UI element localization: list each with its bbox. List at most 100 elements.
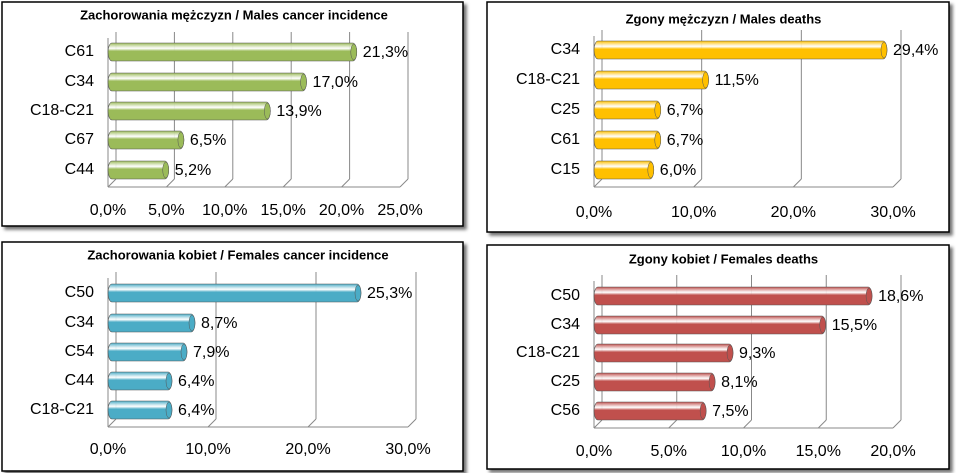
category-label: C34 <box>65 73 94 90</box>
category-label: C18-C21 <box>516 344 580 361</box>
value-label: 13,9% <box>276 103 321 120</box>
category-label: C44 <box>65 161 94 178</box>
value-label: 29,4% <box>893 42 938 59</box>
bar <box>593 160 655 180</box>
bar <box>107 72 307 92</box>
bar <box>107 371 173 391</box>
tick-mark <box>792 178 802 188</box>
x-tick-label: 5,0% <box>651 443 687 460</box>
x-tick-label: 30,0% <box>870 204 915 221</box>
x-tick-label: 10,0% <box>185 441 230 458</box>
tick-mark <box>107 418 117 428</box>
category-label: C25 <box>551 373 580 390</box>
value-label: 9,3% <box>739 345 775 362</box>
tick-mark <box>693 178 703 188</box>
bar <box>107 130 185 150</box>
x-tick-label: 10,0% <box>671 204 716 221</box>
category-label: C34 <box>65 314 94 331</box>
category-label: C67 <box>65 131 94 148</box>
category-label: C50 <box>65 284 94 301</box>
value-label: 6,4% <box>178 373 214 390</box>
x-tick-label: 0,0% <box>90 202 126 219</box>
tick-mark <box>282 178 292 188</box>
value-label: 21,3% <box>363 44 408 61</box>
x-tick-label: 10,0% <box>202 202 247 219</box>
x-tick-label: 15,0% <box>261 202 306 219</box>
x-tick-label: 20,0% <box>870 443 915 460</box>
chart-title: Zachorowania kobiet / Females cancer inc… <box>87 247 388 262</box>
x-tick-label: 20,0% <box>771 204 816 221</box>
value-label: 6,5% <box>190 132 226 149</box>
x-tick-label: 5,0% <box>148 202 184 219</box>
tick-mark <box>166 178 175 188</box>
bar <box>107 42 358 62</box>
value-label: 6,0% <box>660 162 696 179</box>
category-label: C18-C21 <box>30 401 94 418</box>
bar <box>593 70 709 90</box>
tick-mark <box>341 178 350 188</box>
x-tick-label: 30,0% <box>385 441 430 458</box>
bar <box>107 160 170 180</box>
tick-mark <box>593 419 603 429</box>
chart-panel <box>1 241 464 472</box>
bar <box>593 401 707 421</box>
tick-mark <box>593 178 603 188</box>
bar <box>593 286 873 306</box>
category-label: C15 <box>551 161 580 178</box>
bar <box>107 101 271 121</box>
tick-mark <box>207 418 217 428</box>
value-label: 7,9% <box>193 344 229 361</box>
value-label: 15,5% <box>832 317 877 334</box>
bar <box>593 315 827 335</box>
x-tick-label: 25,0% <box>377 202 422 219</box>
x-tick-label: 15,0% <box>796 443 841 460</box>
value-label: 8,7% <box>201 315 237 332</box>
bar <box>593 343 734 363</box>
category-label: C34 <box>551 41 580 58</box>
value-label: 5,2% <box>175 162 211 179</box>
tick-mark <box>892 419 902 429</box>
value-label: 6,4% <box>178 402 214 419</box>
tick-mark <box>743 419 752 429</box>
x-tick-label: 0,0% <box>90 441 126 458</box>
x-tick-label: 20,0% <box>285 441 330 458</box>
value-label: 11,5% <box>715 72 759 89</box>
x-tick-label: 0,0% <box>576 204 612 221</box>
tick-mark <box>817 419 827 429</box>
value-label: 7,5% <box>712 403 748 420</box>
category-label: C18-C21 <box>30 102 94 119</box>
tick-mark <box>307 418 317 428</box>
chart-title: Zgony kobiet / Females deaths <box>629 251 818 266</box>
category-label: C61 <box>65 43 94 60</box>
value-label: 8,1% <box>721 374 757 391</box>
chart-title: Zachorowania mężczyzn / Males cancer inc… <box>80 7 388 22</box>
x-tick-label: 10,0% <box>721 443 766 460</box>
value-label: 18,6% <box>878 288 923 305</box>
value-label: 6,7% <box>667 102 703 119</box>
chart-title: Zgony mężczyzn / Males deaths <box>626 11 822 26</box>
value-label: 25,3% <box>367 285 412 302</box>
category-label: C18-C21 <box>516 71 580 88</box>
bar <box>107 342 188 362</box>
tick-mark <box>892 178 902 188</box>
bar <box>107 283 362 303</box>
tick-mark <box>407 418 417 428</box>
chart-panel <box>486 1 950 233</box>
x-tick-label: 0,0% <box>576 443 612 460</box>
category-label: C34 <box>551 316 580 333</box>
bar <box>593 100 662 120</box>
bar <box>107 400 173 420</box>
bar <box>593 130 662 150</box>
category-label: C50 <box>551 287 580 304</box>
category-label: C44 <box>65 372 94 389</box>
bar <box>593 40 888 60</box>
bar <box>107 313 196 333</box>
category-label: C56 <box>551 402 580 419</box>
tick-mark <box>224 178 234 188</box>
tick-mark <box>107 178 117 188</box>
category-label: C25 <box>551 101 580 118</box>
bar <box>593 372 716 392</box>
x-tick-label: 20,0% <box>319 202 364 219</box>
tick-mark <box>668 419 678 429</box>
